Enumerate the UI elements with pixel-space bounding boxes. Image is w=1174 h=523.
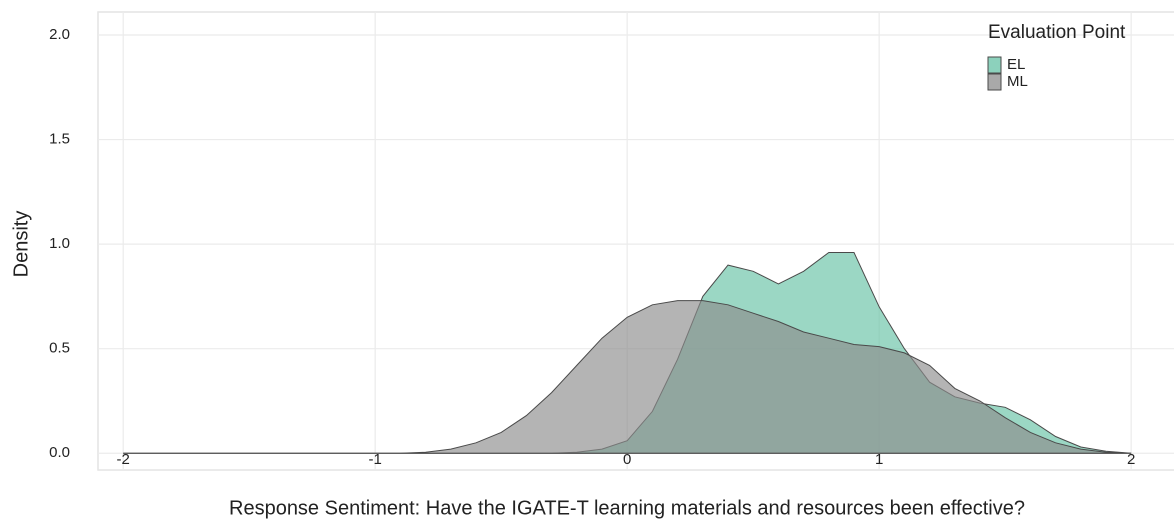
legend-key (987, 73, 1002, 91)
x-tick-label: 2 (1127, 451, 1135, 468)
y-axis-title: Density (10, 211, 32, 278)
legend-key (987, 56, 1002, 74)
x-tick-label: 1 (875, 451, 883, 468)
x-tick-label: -1 (369, 451, 382, 468)
legend-title: Evaluation Point (988, 22, 1126, 43)
y-tick-label: 2.0 (49, 26, 70, 43)
density-area (123, 300, 1132, 454)
legend-label: ML (1007, 73, 1028, 90)
y-tick-label: 1.0 (49, 235, 70, 252)
x-tick-label: 0 (623, 451, 631, 468)
x-axis-title: Response Sentiment: Have the IGATE-T lea… (229, 497, 1025, 519)
y-tick-label: 1.5 (49, 131, 70, 148)
panel-border (97, 11, 1174, 471)
legend-label: EL (1007, 56, 1025, 73)
y-tick-label: 0.5 (49, 340, 70, 357)
x-tick-label: -2 (117, 451, 130, 468)
y-tick-label: 0.0 (49, 444, 70, 461)
